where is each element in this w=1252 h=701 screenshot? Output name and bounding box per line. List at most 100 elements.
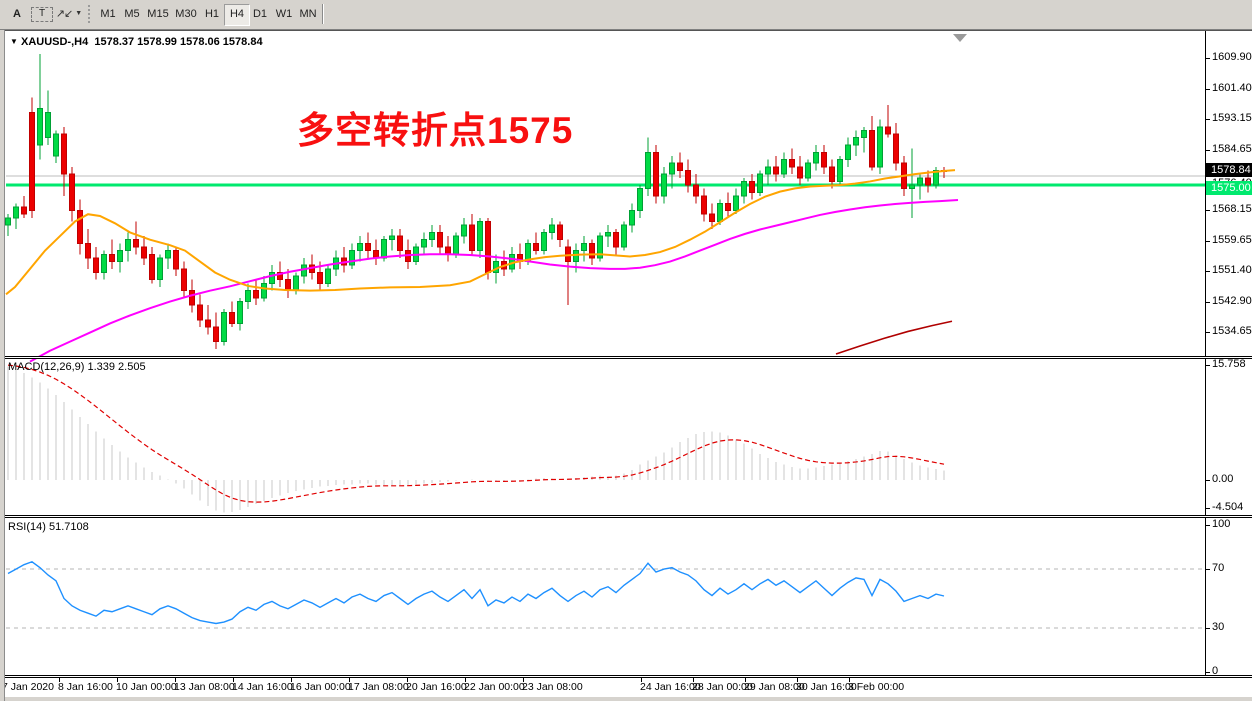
- price-axis-label: 1568.15: [1212, 203, 1252, 215]
- candle-body: [29, 111, 35, 212]
- candle-body: [805, 162, 811, 179]
- candle-body: [573, 250, 579, 263]
- arrows-icon: ↗↙: [55, 8, 73, 20]
- tf-button-m5[interactable]: M5: [124, 8, 140, 20]
- candle-body: [293, 275, 299, 292]
- tf-button-m30[interactable]: M30: [175, 8, 197, 20]
- candle-body: [733, 195, 739, 212]
- candle-body: [453, 235, 459, 255]
- candle-body: [85, 242, 91, 259]
- time-axis-tick: [465, 678, 466, 682]
- candle-body: [101, 253, 107, 273]
- rsi-axis-label: 70: [1212, 562, 1225, 574]
- time-axis-label: 22 Jan 00:00: [464, 681, 525, 693]
- candle-body: [77, 210, 83, 244]
- window-left-border: [4, 30, 5, 701]
- time-axis-label: 30 Jan 16:00: [796, 681, 857, 693]
- tf-button-w1[interactable]: W1: [275, 8, 293, 20]
- candle-body: [61, 133, 67, 175]
- candle-body: [909, 184, 915, 190]
- tf-button-m15[interactable]: M15: [147, 8, 169, 20]
- rsi-timeaxis-splitter: [0, 675, 1252, 678]
- candle-body: [845, 144, 851, 161]
- candle-body: [125, 239, 131, 252]
- time-axis-label: 23 Jan 08:00: [522, 681, 583, 693]
- candle-body: [69, 173, 75, 212]
- price-axis-tick: [1205, 332, 1210, 333]
- main-macd-splitter[interactable]: [0, 356, 1252, 359]
- macd-rsi-splitter[interactable]: [0, 515, 1252, 518]
- tf-button-m1[interactable]: M1: [100, 8, 116, 20]
- macd-axis-tick: [1205, 480, 1210, 481]
- time-axis-tick: [117, 678, 118, 682]
- arrows-tool-button[interactable]: ↗↙ ▼: [55, 4, 83, 24]
- candle-body: [357, 242, 363, 252]
- macd-axis-tick: [1205, 508, 1210, 509]
- time-axis-tick: [291, 678, 292, 682]
- chart-annotation-text[interactable]: 多空转折点1575: [297, 110, 574, 151]
- time-axis-label: 8 Jan 16:00: [58, 681, 113, 693]
- candle-body: [885, 126, 891, 135]
- candle-body: [541, 231, 547, 252]
- time-axis-tick: [175, 678, 176, 682]
- time-axis-band[interactable]: [0, 678, 1252, 697]
- candle-body: [349, 250, 355, 266]
- time-axis-label: 7 Jan 2020: [2, 681, 54, 693]
- candle-body: [45, 111, 51, 139]
- time-axis-tick: [523, 678, 524, 682]
- autoscroll-triangle-icon[interactable]: [953, 34, 967, 42]
- candle-body: [677, 162, 683, 172]
- candle-body: [397, 235, 403, 252]
- candle-body: [325, 268, 331, 284]
- symbol-dropdown-icon[interactable]: ▼: [10, 37, 18, 46]
- candle-body: [421, 239, 427, 248]
- candle-body: [725, 202, 731, 212]
- time-axis-label: 3 Feb 00:00: [848, 681, 905, 693]
- macd-axis-label: 15.758: [1212, 358, 1246, 370]
- text-box-tool-button[interactable]: T: [31, 7, 53, 22]
- candle-body: [189, 290, 195, 306]
- time-axis-tick: [849, 678, 850, 682]
- candle-body: [621, 224, 627, 248]
- time-axis-tick: [693, 678, 694, 682]
- tf-button-h1[interactable]: H1: [204, 8, 220, 20]
- candle-body: [693, 184, 699, 197]
- candle-body: [861, 129, 867, 139]
- rsi-line: [7, 560, 945, 625]
- price-axis-label: 1542.90: [1212, 295, 1252, 307]
- candle-body: [197, 304, 203, 321]
- candle-body: [181, 268, 187, 292]
- candle-body: [853, 137, 859, 146]
- price-axis-label: 1584.65: [1212, 143, 1252, 155]
- toolbar-grip[interactable]: [88, 5, 93, 23]
- ma-long-line: [835, 320, 953, 355]
- tf-button-h4[interactable]: H4: [224, 4, 250, 26]
- tf-button-d1[interactable]: D1: [252, 8, 268, 20]
- macd-indicator-label: MACD(12,26,9) 1.339 2.505: [8, 361, 146, 373]
- candle-body: [717, 202, 723, 222]
- candle-body: [829, 166, 835, 182]
- candle-body: [37, 108, 43, 146]
- candle-body: [749, 180, 755, 193]
- candle-body: [149, 253, 155, 281]
- candle-body: [485, 220, 491, 273]
- candle-body: [661, 173, 667, 197]
- candle-body: [13, 206, 19, 219]
- candle-body: [141, 246, 147, 259]
- text-label-tool-button[interactable]: A: [13, 8, 21, 20]
- candle-body: [781, 159, 787, 175]
- macd-axis-tick: [1205, 365, 1210, 366]
- price-axis-tick: [1205, 241, 1210, 242]
- level-price-box: 1575.00: [1206, 181, 1252, 195]
- price-axis-tick: [1205, 271, 1210, 272]
- candle-body: [205, 319, 211, 328]
- candle-body: [165, 250, 171, 259]
- ma-slow-line: [29, 199, 959, 363]
- candle-body: [669, 162, 675, 175]
- time-axis-tick: [641, 678, 642, 682]
- price-axis-tick: [1205, 150, 1210, 151]
- tf-button-mn[interactable]: MN: [299, 8, 317, 20]
- rsi-axis-tick: [1205, 628, 1210, 629]
